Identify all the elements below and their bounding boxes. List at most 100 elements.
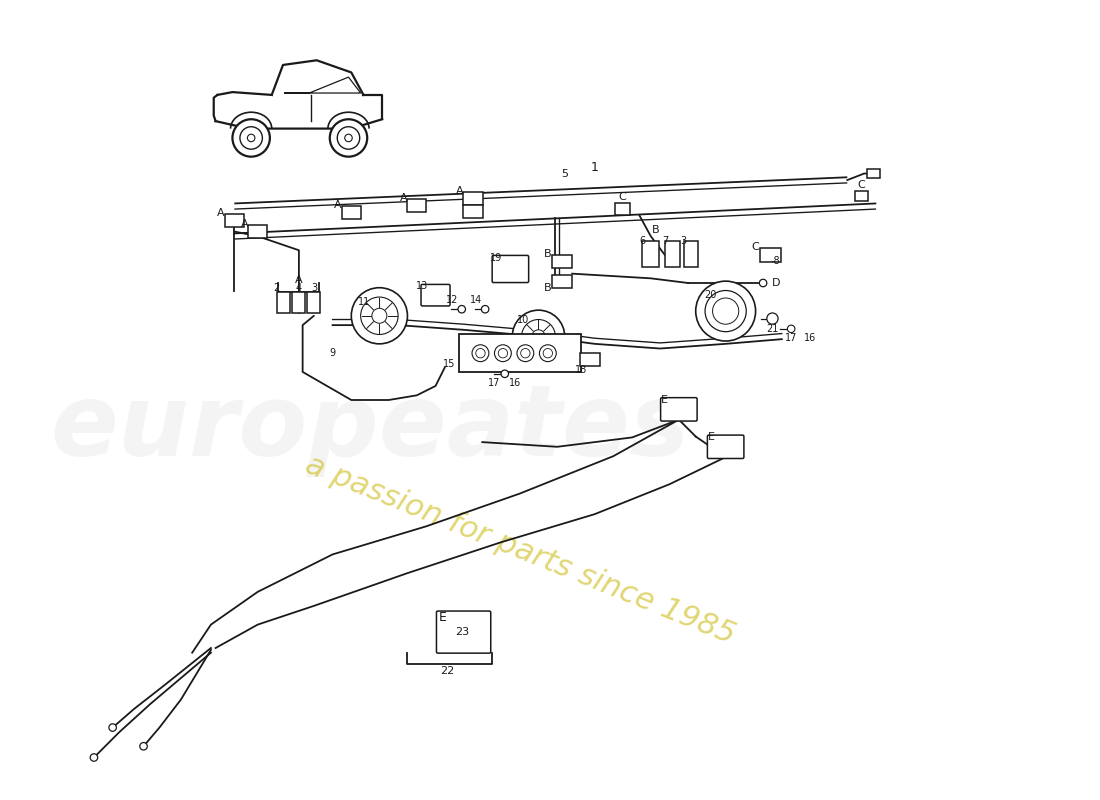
Bar: [407, 198, 426, 212]
Bar: [615, 203, 630, 214]
Circle shape: [372, 308, 387, 323]
Circle shape: [532, 330, 544, 343]
Bar: [342, 206, 361, 219]
Bar: [551, 255, 572, 268]
Text: C: C: [751, 242, 759, 253]
Text: C: C: [858, 180, 866, 190]
Text: 14: 14: [470, 295, 482, 305]
Circle shape: [109, 724, 117, 731]
Text: C: C: [619, 192, 627, 202]
Text: B: B: [544, 249, 551, 259]
Bar: [664, 241, 680, 267]
Text: 2: 2: [273, 282, 279, 293]
Bar: [551, 274, 572, 288]
Text: 9: 9: [330, 348, 336, 358]
Text: E: E: [708, 433, 715, 442]
Text: A: A: [400, 193, 407, 203]
Text: 13: 13: [416, 281, 429, 291]
Text: a passion for parts since 1985: a passion for parts since 1985: [300, 450, 739, 650]
Text: 18: 18: [574, 365, 586, 375]
Text: B: B: [544, 282, 551, 293]
Circle shape: [500, 370, 508, 378]
FancyBboxPatch shape: [421, 285, 450, 306]
Bar: [760, 248, 781, 262]
Circle shape: [498, 349, 507, 358]
Circle shape: [539, 345, 557, 362]
Circle shape: [759, 279, 767, 286]
Circle shape: [788, 325, 795, 333]
Circle shape: [482, 306, 488, 313]
Text: E: E: [439, 610, 447, 624]
Circle shape: [513, 310, 564, 362]
FancyBboxPatch shape: [437, 611, 491, 653]
Text: 19: 19: [491, 253, 503, 262]
Text: 3: 3: [311, 282, 318, 293]
Text: 23: 23: [454, 627, 469, 637]
Bar: [867, 169, 880, 178]
Bar: [463, 206, 483, 218]
Circle shape: [705, 290, 746, 332]
Text: D: D: [772, 278, 780, 288]
Text: A: A: [295, 275, 302, 286]
Bar: [684, 241, 697, 267]
FancyBboxPatch shape: [492, 255, 529, 282]
Circle shape: [351, 288, 407, 344]
Bar: [293, 292, 306, 313]
Circle shape: [476, 349, 485, 358]
Bar: [855, 191, 868, 201]
Circle shape: [521, 319, 556, 354]
Bar: [642, 241, 659, 267]
Circle shape: [338, 126, 360, 149]
Circle shape: [232, 119, 270, 157]
Text: 17: 17: [785, 334, 798, 343]
Text: 16: 16: [509, 378, 521, 388]
Bar: [277, 292, 290, 313]
Bar: [249, 225, 267, 238]
Circle shape: [458, 306, 465, 313]
Circle shape: [361, 297, 398, 334]
Text: 15: 15: [443, 359, 455, 370]
Circle shape: [543, 349, 552, 358]
Bar: [580, 354, 601, 366]
Text: 5: 5: [561, 169, 569, 178]
Text: 3: 3: [681, 236, 686, 246]
Circle shape: [517, 345, 534, 362]
Text: 7: 7: [662, 236, 669, 246]
Circle shape: [90, 754, 98, 762]
Text: 10: 10: [517, 315, 529, 326]
Text: A: A: [241, 219, 249, 229]
Circle shape: [344, 134, 352, 142]
Text: A: A: [456, 186, 464, 196]
Text: A: A: [217, 208, 224, 218]
Text: 17: 17: [488, 378, 501, 388]
Circle shape: [713, 298, 739, 324]
Circle shape: [240, 126, 263, 149]
Text: -8: -8: [770, 255, 780, 266]
Text: 12: 12: [447, 295, 459, 305]
Circle shape: [140, 742, 147, 750]
Text: 21: 21: [767, 324, 779, 334]
Text: 11: 11: [359, 297, 371, 306]
Bar: [307, 292, 320, 313]
Circle shape: [472, 345, 488, 362]
Bar: [463, 192, 483, 206]
Circle shape: [495, 345, 512, 362]
Text: 1: 1: [591, 162, 598, 174]
Bar: [226, 214, 244, 227]
Circle shape: [695, 281, 756, 341]
Text: A: A: [334, 200, 342, 210]
Circle shape: [520, 349, 530, 358]
Circle shape: [767, 313, 778, 324]
Text: 6: 6: [639, 236, 646, 246]
Circle shape: [248, 134, 255, 142]
Bar: [459, 334, 581, 372]
Text: 16: 16: [804, 334, 816, 343]
Text: 22: 22: [441, 666, 454, 677]
FancyBboxPatch shape: [707, 435, 744, 458]
FancyBboxPatch shape: [661, 398, 697, 421]
Text: B: B: [651, 225, 659, 234]
Circle shape: [330, 119, 367, 157]
Text: 4: 4: [296, 282, 303, 293]
Text: europeates: europeates: [51, 379, 690, 477]
Text: E: E: [661, 395, 669, 405]
